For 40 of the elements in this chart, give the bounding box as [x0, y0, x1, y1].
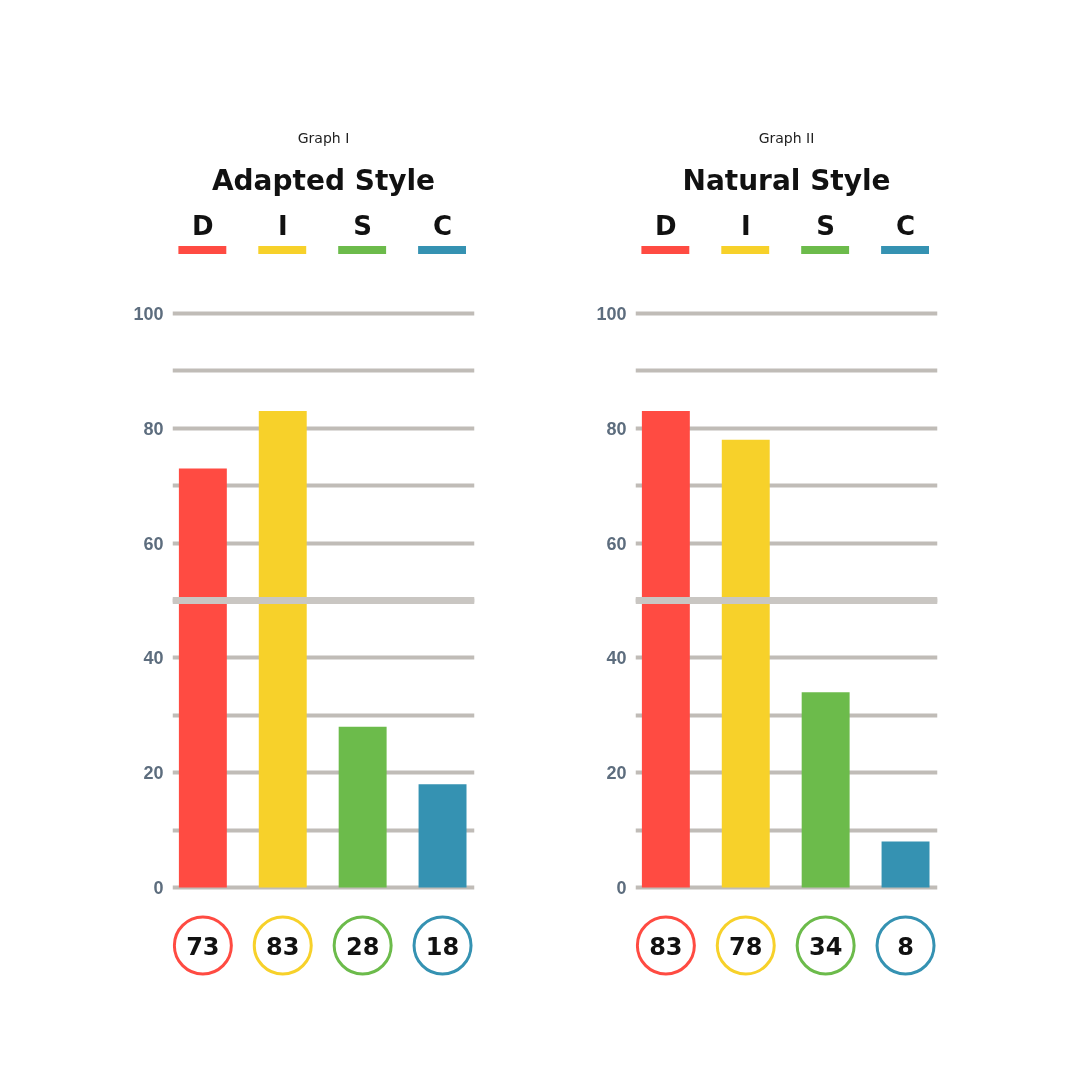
- x-tick-label: S: [816, 210, 836, 241]
- x-tick-label: D: [655, 210, 677, 241]
- y-tick-label: 60: [606, 533, 627, 554]
- data-label: 83: [649, 932, 683, 961]
- chart-subtitle: Graph I: [297, 129, 350, 146]
- x-tick-label: C: [896, 210, 916, 241]
- x-tick-label: C: [433, 210, 453, 241]
- y-tick-label: 0: [616, 878, 627, 898]
- y-tick-label: 100: [596, 304, 627, 324]
- y-tick-label: 40: [143, 648, 164, 669]
- data-label: 73: [186, 932, 220, 961]
- data-label: 18: [425, 932, 460, 961]
- data-label: 78: [729, 932, 763, 961]
- y-tick-label: 80: [606, 418, 627, 439]
- bar: [338, 726, 387, 888]
- bar: [801, 692, 850, 888]
- y-tick-label: 0: [153, 878, 164, 898]
- y-tick-label: 20: [606, 763, 627, 784]
- data-label: 8: [897, 932, 914, 961]
- y-tick-label: 100: [133, 304, 164, 324]
- bar: [721, 439, 770, 888]
- x-tick-label: I: [277, 210, 288, 241]
- bar: [641, 411, 690, 888]
- x-tick-label: I: [740, 210, 751, 241]
- y-tick-label: 20: [143, 763, 164, 784]
- y-tick-label: 80: [143, 418, 164, 439]
- bar: [418, 784, 467, 888]
- x-tick-label: D: [192, 210, 214, 241]
- chart-subtitle: Graph II: [758, 129, 815, 146]
- bar: [258, 411, 307, 888]
- chart-title: Adapted Style: [211, 164, 436, 197]
- data-label: 83: [266, 932, 300, 961]
- bar: [881, 841, 930, 888]
- chart-title: Natural Style: [682, 164, 891, 197]
- y-tick-label: 60: [143, 533, 164, 554]
- bar: [178, 468, 227, 888]
- x-tick-label: S: [353, 210, 373, 241]
- data-label: 34: [808, 932, 843, 961]
- y-tick-label: 40: [606, 648, 627, 669]
- data-label: 28: [345, 932, 380, 961]
